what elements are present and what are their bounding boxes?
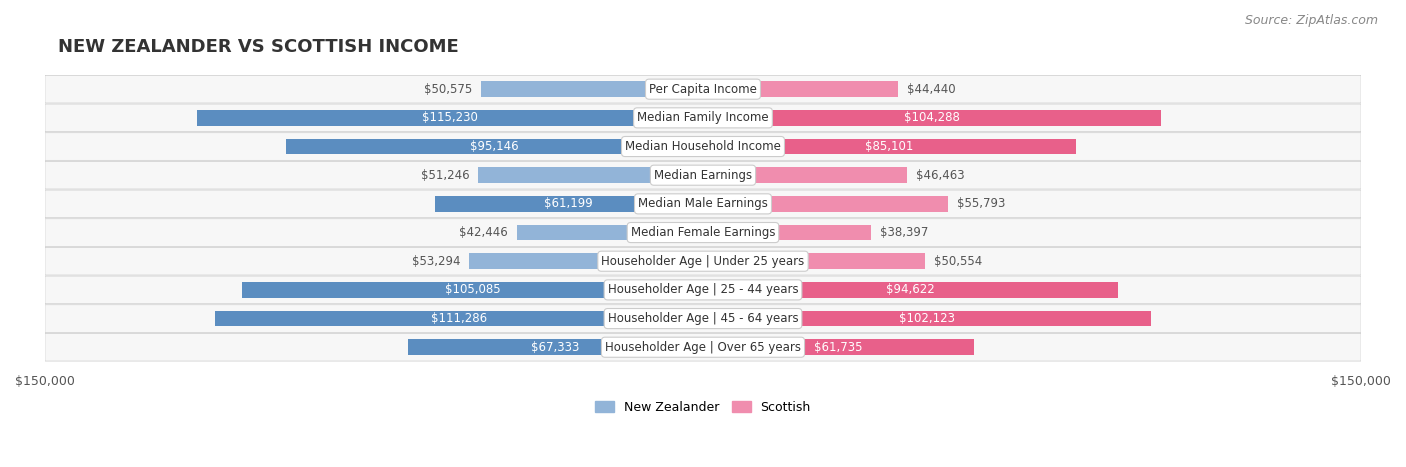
Text: $50,554: $50,554 bbox=[934, 255, 981, 268]
Bar bbox=[470, 253, 703, 269]
Text: $67,333: $67,333 bbox=[531, 341, 579, 354]
FancyBboxPatch shape bbox=[45, 305, 1361, 333]
FancyBboxPatch shape bbox=[45, 75, 1361, 103]
Text: Median Male Earnings: Median Male Earnings bbox=[638, 198, 768, 210]
Text: $115,230: $115,230 bbox=[422, 111, 478, 124]
Text: $51,246: $51,246 bbox=[420, 169, 470, 182]
FancyBboxPatch shape bbox=[45, 219, 1361, 247]
Bar bbox=[517, 225, 703, 241]
Bar bbox=[478, 167, 703, 183]
Text: $53,294: $53,294 bbox=[412, 255, 460, 268]
FancyBboxPatch shape bbox=[45, 133, 1361, 160]
FancyBboxPatch shape bbox=[45, 333, 1361, 361]
Text: $95,146: $95,146 bbox=[470, 140, 519, 153]
Text: Median Family Income: Median Family Income bbox=[637, 111, 769, 124]
Text: Householder Age | Over 65 years: Householder Age | Over 65 years bbox=[605, 341, 801, 354]
Text: $38,397: $38,397 bbox=[880, 226, 928, 239]
Text: Median Female Earnings: Median Female Earnings bbox=[631, 226, 775, 239]
Text: $55,793: $55,793 bbox=[956, 198, 1005, 210]
Bar bbox=[703, 340, 974, 355]
Text: $94,622: $94,622 bbox=[886, 283, 935, 297]
Text: Householder Age | 25 - 44 years: Householder Age | 25 - 44 years bbox=[607, 283, 799, 297]
Text: $85,101: $85,101 bbox=[866, 140, 914, 153]
FancyBboxPatch shape bbox=[45, 162, 1361, 189]
Bar bbox=[703, 139, 1077, 155]
Text: $61,199: $61,199 bbox=[544, 198, 593, 210]
Bar bbox=[703, 110, 1160, 126]
Bar bbox=[408, 340, 703, 355]
Bar bbox=[703, 225, 872, 241]
Bar bbox=[703, 311, 1152, 326]
Text: $104,288: $104,288 bbox=[904, 111, 960, 124]
Text: Median Household Income: Median Household Income bbox=[626, 140, 780, 153]
Bar bbox=[481, 81, 703, 97]
Text: $102,123: $102,123 bbox=[898, 312, 955, 325]
Text: $42,446: $42,446 bbox=[460, 226, 508, 239]
Text: NEW ZEALANDER VS SCOTTISH INCOME: NEW ZEALANDER VS SCOTTISH INCOME bbox=[58, 38, 458, 57]
FancyBboxPatch shape bbox=[45, 276, 1361, 304]
Text: Source: ZipAtlas.com: Source: ZipAtlas.com bbox=[1244, 14, 1378, 27]
FancyBboxPatch shape bbox=[45, 104, 1361, 132]
Bar bbox=[215, 311, 703, 326]
Bar bbox=[242, 282, 703, 298]
Bar bbox=[703, 167, 907, 183]
Bar bbox=[703, 81, 898, 97]
Text: $111,286: $111,286 bbox=[430, 312, 486, 325]
Text: Householder Age | 45 - 64 years: Householder Age | 45 - 64 years bbox=[607, 312, 799, 325]
Text: Median Earnings: Median Earnings bbox=[654, 169, 752, 182]
FancyBboxPatch shape bbox=[45, 190, 1361, 218]
Legend: New Zealander, Scottish: New Zealander, Scottish bbox=[591, 396, 815, 418]
Text: $44,440: $44,440 bbox=[907, 83, 955, 96]
FancyBboxPatch shape bbox=[45, 248, 1361, 275]
Bar bbox=[703, 253, 925, 269]
Bar bbox=[434, 196, 703, 212]
Bar bbox=[197, 110, 703, 126]
Text: $61,735: $61,735 bbox=[814, 341, 863, 354]
Text: Per Capita Income: Per Capita Income bbox=[650, 83, 756, 96]
Text: Householder Age | Under 25 years: Householder Age | Under 25 years bbox=[602, 255, 804, 268]
Text: $105,085: $105,085 bbox=[444, 283, 501, 297]
Bar bbox=[285, 139, 703, 155]
Bar bbox=[703, 196, 948, 212]
Bar bbox=[703, 282, 1118, 298]
Text: $50,575: $50,575 bbox=[425, 83, 472, 96]
Text: $46,463: $46,463 bbox=[915, 169, 965, 182]
